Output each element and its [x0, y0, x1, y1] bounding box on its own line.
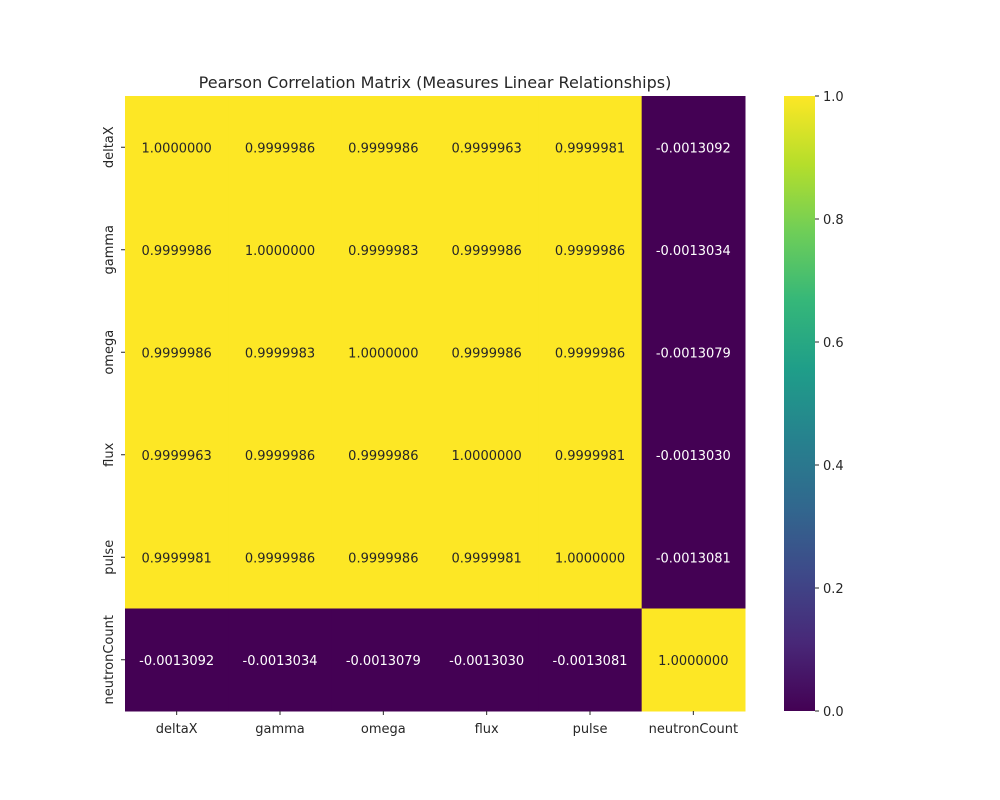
colorbar-tick-label: 0.2: [823, 582, 844, 597]
cell-value-label: 1.0000000: [555, 551, 625, 566]
cell-value-label: 0.9999983: [348, 244, 418, 259]
cell-value-label: 0.9999986: [245, 141, 315, 156]
heatmap-cell: [228, 96, 333, 199]
cell-value-label: 0.9999983: [245, 346, 315, 361]
cell-value-label: 1.0000000: [452, 449, 522, 464]
heatmap-cell: [435, 96, 539, 199]
heatmap-cell: [641, 403, 746, 507]
heatmap-cell: [435, 198, 539, 302]
heatmap-cell: [538, 403, 643, 507]
cell-value-label: 0.9999986: [555, 244, 625, 259]
y-tick-label: pulse: [102, 540, 117, 575]
heatmap-cell: [331, 506, 436, 609]
heatmap-cell: [331, 198, 436, 302]
cell-value-label: 1.0000000: [658, 654, 728, 669]
x-tick-label: pulse: [573, 722, 608, 737]
cell-value-label: -0.0013081: [656, 551, 731, 566]
cell-value-label: 0.9999981: [452, 551, 522, 566]
heatmap-cell: [538, 506, 643, 609]
heatmap-cell: [125, 608, 229, 712]
chart-title: Pearson Correlation Matrix (Measures Lin…: [199, 73, 672, 92]
cell-value-label: -0.0013030: [656, 449, 731, 464]
colorbar-tick-label: 0.6: [823, 336, 844, 351]
cell-value-label: 0.9999986: [142, 244, 212, 259]
x-tick-label: omega: [361, 722, 406, 737]
heatmap-cell: [641, 96, 746, 199]
cell-value-label: -0.0013079: [656, 346, 731, 361]
x-tick-label: deltaX: [156, 722, 198, 737]
heatmap-cell: [538, 608, 643, 712]
heatmap-cell: [538, 198, 643, 302]
heatmap-annotations: 1.0000000 0.9999986 0.9999986 0.9999963 0.99…: [139, 141, 731, 669]
cell-value-label: -0.0013079: [346, 654, 421, 669]
cell-value-label: 1.0000000: [245, 244, 315, 259]
heatmap-cell: [331, 301, 436, 404]
heatmap-cell: [435, 301, 539, 404]
y-tick-label: deltaX: [102, 126, 117, 168]
x-tick-label: flux: [475, 722, 499, 737]
colorbar-gradient: [784, 96, 815, 711]
heatmap-cell: [641, 301, 746, 404]
cell-value-label: 0.9999986: [555, 346, 625, 361]
y-axis: deltaX gamma omega flux pulse neutronCount: [102, 126, 125, 704]
cell-value-label: 0.9999986: [245, 449, 315, 464]
y-tick-label: gamma: [102, 225, 117, 275]
heatmap-cell: [331, 96, 436, 199]
cell-value-label: 1.0000000: [142, 141, 212, 156]
heatmap-cell: [435, 403, 539, 507]
heatmap-cell: [125, 506, 229, 609]
cell-value-label: 0.9999963: [142, 449, 212, 464]
cell-value-label: 0.9999986: [348, 551, 418, 566]
y-tick-label: omega: [102, 330, 117, 375]
heatmap-cell: [641, 608, 746, 712]
colorbar-tick-label: 0.0: [823, 705, 844, 720]
heatmap-cell: [125, 301, 229, 404]
cell-value-label: 0.9999986: [348, 449, 418, 464]
colorbar-tick-label: 0.8: [823, 213, 844, 228]
cell-value-label: 0.9999986: [452, 346, 522, 361]
cell-value-label: 0.9999981: [555, 141, 625, 156]
heatmap-cell: [538, 96, 643, 199]
heatmap-cell: [435, 608, 539, 712]
cell-value-label: -0.0013030: [449, 654, 524, 669]
cell-value-label: -0.0013092: [656, 141, 731, 156]
heatmap-cell: [538, 301, 643, 404]
heatmap-cell: [228, 608, 333, 712]
cell-value-label: 0.9999986: [245, 551, 315, 566]
y-tick-label: flux: [102, 442, 117, 466]
heatmap-cell: [125, 403, 229, 507]
heatmap-cell: [641, 506, 746, 609]
heatmap-cell: [331, 608, 436, 712]
x-tick-label: neutronCount: [649, 722, 738, 737]
heatmap-cell: [331, 403, 436, 507]
colorbar-tick-label: 1.0: [823, 90, 844, 105]
heatmap-cell: [228, 506, 333, 609]
cell-value-label: 0.9999986: [142, 346, 212, 361]
colorbar-tick-label: 0.4: [823, 459, 844, 474]
cell-value-label: -0.0013034: [243, 654, 318, 669]
heatmap-cell: [228, 403, 333, 507]
cell-value-label: 0.9999963: [452, 141, 522, 156]
heatmap-cells: [125, 96, 746, 712]
x-tick-label: gamma: [255, 722, 305, 737]
heatmap-cell: [641, 198, 746, 302]
y-tick-label: neutronCount: [102, 615, 117, 704]
x-axis: deltaX gamma omega flux pulse neutronCount: [156, 711, 738, 737]
cell-value-label: 0.9999981: [555, 449, 625, 464]
heatmap-cell: [228, 301, 333, 404]
cell-value-label: 1.0000000: [348, 346, 418, 361]
heatmap-cell: [125, 96, 229, 199]
cell-value-label: 0.9999986: [452, 244, 522, 259]
cell-value-label: 0.9999986: [348, 141, 418, 156]
heatmap-cell: [435, 506, 539, 609]
cell-value-label: -0.0013034: [656, 244, 731, 259]
colorbar: 0.0 0.2 0.4 0.6 0.8 1.0: [784, 90, 844, 720]
heatmap-cell: [125, 198, 229, 302]
cell-value-label: 0.9999981: [142, 551, 212, 566]
cell-value-label: -0.0013092: [139, 654, 214, 669]
heatmap-cell: [228, 198, 333, 302]
cell-value-label: -0.0013081: [553, 654, 628, 669]
